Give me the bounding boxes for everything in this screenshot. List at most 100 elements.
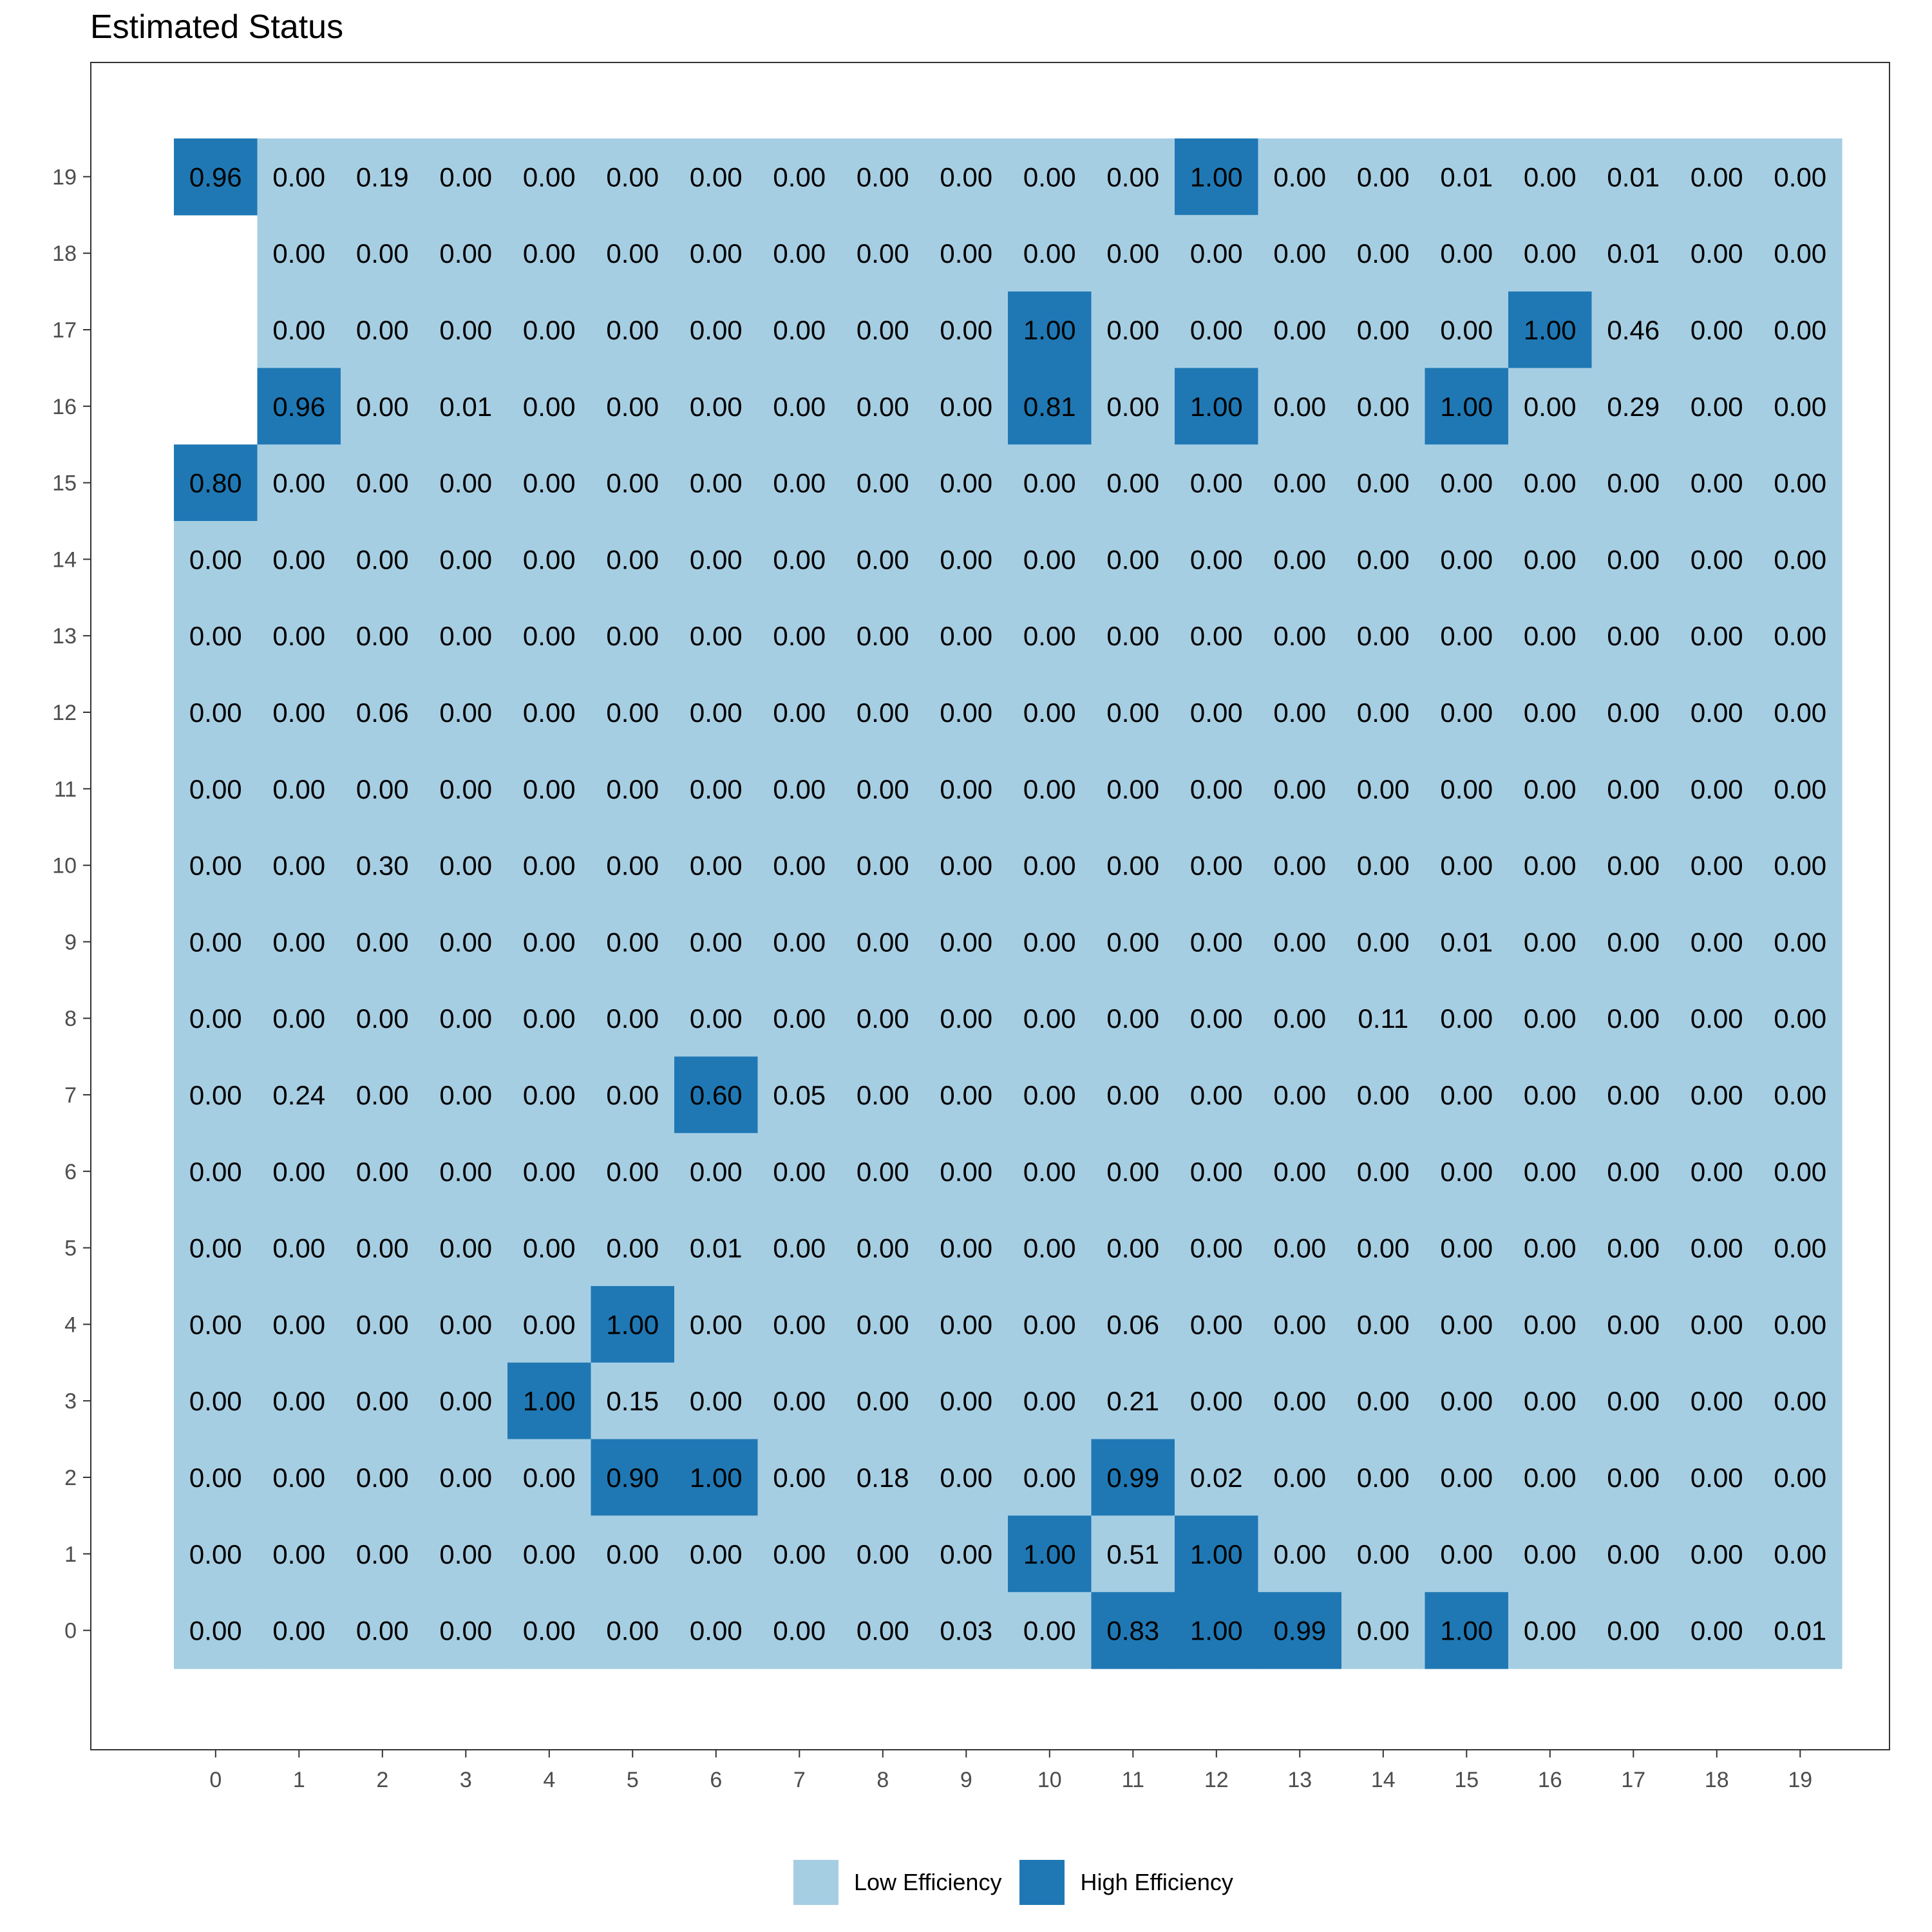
heatmap-cell-x14-y10 xyxy=(1341,827,1426,904)
cell-value-label: 0.00 xyxy=(1524,1080,1577,1110)
cell-value-label: 0.00 xyxy=(1273,468,1326,498)
cell-value-label: 0.00 xyxy=(1190,1003,1243,1034)
heatmap-cell-x15-y17 xyxy=(1425,291,1509,368)
heatmap-cell-x10-y5 xyxy=(1008,1209,1092,1287)
y-tick-label: 13 xyxy=(52,624,77,649)
heatmap-cell-x8-y3 xyxy=(841,1362,925,1440)
cell-value-label: 0.00 xyxy=(1690,774,1743,804)
cell-value-label: 0.00 xyxy=(272,1003,325,1034)
cell-value-label: 0.00 xyxy=(857,392,909,422)
cell-value-label: 0.00 xyxy=(1023,162,1076,192)
cell-value-label: 0.00 xyxy=(1357,1157,1410,1187)
heatmap-cell-x5-y0 xyxy=(591,1592,675,1669)
heatmap-cell-x4-y12 xyxy=(507,674,592,751)
heatmap-cell-x16-y8 xyxy=(1508,980,1593,1057)
cell-value-label: 0.00 xyxy=(1774,1080,1826,1110)
heatmap-cell-x1-y9 xyxy=(257,904,341,981)
y-tick-label: 16 xyxy=(52,395,77,419)
heatmap-cell-x4-y15 xyxy=(507,444,592,522)
cell-value-label: 0.83 xyxy=(1106,1616,1159,1646)
cell-value-label: 0.00 xyxy=(272,1157,325,1187)
heatmap-cell-x14-y7 xyxy=(1341,1056,1426,1133)
heatmap-cell-x15-y14 xyxy=(1425,521,1509,598)
heatmap-cell-x0-y1 xyxy=(174,1515,258,1593)
cell-value-label: 0.00 xyxy=(857,774,909,804)
cell-value-label: 0.00 xyxy=(1524,774,1577,804)
cell-value-label: 0.00 xyxy=(690,1003,743,1034)
cell-value-label: 0.00 xyxy=(523,1616,576,1646)
cell-value-label: 0.00 xyxy=(356,238,409,269)
cell-value-label: 0.00 xyxy=(857,315,909,345)
cell-value-label: 0.00 xyxy=(1774,1463,1826,1493)
cell-value-label: 0.00 xyxy=(606,238,659,269)
cell-value-label: 0.00 xyxy=(1357,1233,1410,1264)
cell-value-label: 0.00 xyxy=(272,1386,325,1416)
cell-value-label: 0.00 xyxy=(1440,1080,1493,1110)
heatmap-cell-x4-y3 xyxy=(507,1362,592,1440)
x-tick-label: 10 xyxy=(1037,1768,1062,1792)
cell-value-label: 0.00 xyxy=(1357,1616,1410,1646)
cell-value-label: 0.00 xyxy=(773,927,826,957)
cell-value-label: 0.00 xyxy=(1273,774,1326,804)
heatmap-cell-x10-y0 xyxy=(1008,1592,1092,1669)
heatmap-cell-x13-y9 xyxy=(1258,904,1342,981)
heatmap-cell-x5-y11 xyxy=(591,750,675,828)
heatmap-cell-x2-y16 xyxy=(341,368,425,445)
cell-value-label: 0.00 xyxy=(1440,238,1493,269)
heatmap-cell-x5-y12 xyxy=(591,674,675,751)
cell-value-label: 0.00 xyxy=(857,1080,909,1110)
cell-value-label: 0.03 xyxy=(940,1616,992,1646)
heatmap-cell-x19-y9 xyxy=(1758,904,1842,981)
heatmap-cell-x5-y16 xyxy=(591,368,675,445)
heatmap-cell-x15-y6 xyxy=(1425,1133,1509,1210)
heatmap-cell-x3-y15 xyxy=(424,444,508,522)
heatmap-cell-x15-y5 xyxy=(1425,1209,1509,1287)
cell-value-label: 0.00 xyxy=(1190,927,1243,957)
y-tick-label: 11 xyxy=(54,777,77,802)
cell-value-label: 0.00 xyxy=(1106,238,1159,269)
cell-value-label: 0.00 xyxy=(857,927,909,957)
heatmap-cell-x2-y5 xyxy=(341,1209,425,1287)
heatmap-cell-x7-y15 xyxy=(757,444,842,522)
cell-value-label: 0.00 xyxy=(1690,1386,1743,1416)
legend-swatch-low-efficiency xyxy=(793,1860,838,1905)
cell-value-label: 0.00 xyxy=(523,1309,576,1340)
heatmap-cell-x4-y7 xyxy=(507,1056,592,1133)
heatmap-cell-x18-y3 xyxy=(1675,1362,1759,1440)
cell-value-label: 0.00 xyxy=(773,1616,826,1646)
cell-value-label: 0.00 xyxy=(1524,851,1577,881)
heatmap-cell-x5-y14 xyxy=(591,521,675,598)
cell-value-label: 0.00 xyxy=(439,315,492,345)
y-tick-label: 4 xyxy=(64,1312,77,1337)
heatmap-cell-x1-y5 xyxy=(257,1209,341,1287)
heatmap-cell-x7-y19 xyxy=(757,138,842,216)
cell-value-label: 0.18 xyxy=(857,1463,909,1493)
heatmap-cell-x0-y9 xyxy=(174,904,258,981)
cell-value-label: 0.00 xyxy=(1357,544,1410,574)
heatmap-cell-x6-y15 xyxy=(674,444,759,522)
cell-value-label: 0.00 xyxy=(857,1309,909,1340)
heatmap-cell-x19-y1 xyxy=(1758,1515,1842,1593)
heatmap-cell-x8-y6 xyxy=(841,1133,925,1210)
heatmap-cell-x9-y13 xyxy=(924,597,1009,675)
heatmap-cell-x12-y6 xyxy=(1175,1133,1259,1210)
cell-value-label: 0.00 xyxy=(1106,927,1159,957)
cell-value-label: 0.00 xyxy=(1190,1386,1243,1416)
x-tick-label: 8 xyxy=(876,1768,889,1792)
cell-value-label: 0.00 xyxy=(1190,544,1243,574)
heatmap-cell-x4-y8 xyxy=(507,980,592,1057)
heatmap-cell-x10-y11 xyxy=(1008,750,1092,828)
cell-value-label: 1.00 xyxy=(1190,1539,1243,1569)
cell-value-label: 0.00 xyxy=(189,697,242,728)
heatmap-cell-x6-y7 xyxy=(674,1056,759,1133)
heatmap-cell-x16-y17 xyxy=(1508,291,1593,368)
heatmap-cell-x17-y14 xyxy=(1591,521,1676,598)
cell-value-label: 0.00 xyxy=(523,392,576,422)
heatmap-cell-x10-y1 xyxy=(1008,1515,1092,1593)
cell-value-label: 0.00 xyxy=(272,162,325,192)
y-tick-label: 9 xyxy=(64,930,77,954)
cell-value-label: 0.00 xyxy=(1023,468,1076,498)
cell-value-label: 0.00 xyxy=(1690,1157,1743,1187)
heatmap-cell-x0-y11 xyxy=(174,750,258,828)
cell-value-label: 0.00 xyxy=(857,1616,909,1646)
